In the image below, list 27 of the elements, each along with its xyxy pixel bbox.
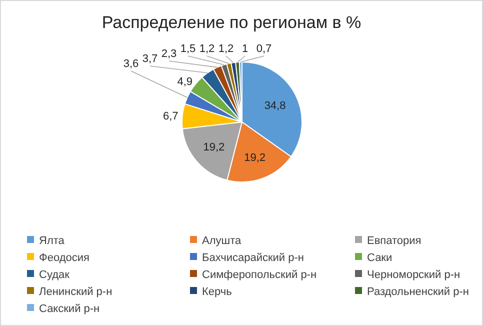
- data-label: 2,3: [161, 48, 177, 60]
- data-label: 6,7: [163, 110, 178, 123]
- data-label: 0,7: [256, 43, 272, 55]
- legend-label: Судак: [39, 268, 70, 281]
- data-label: 1,5: [180, 43, 196, 55]
- data-label: 1,2: [199, 43, 215, 55]
- legend-label: Ленинский р-н: [39, 286, 112, 298]
- legend-label: Сакский р-н: [39, 302, 100, 315]
- legend-label: Алушта: [202, 234, 242, 247]
- data-label: 3,6: [123, 58, 139, 70]
- legend-label: Бахчисарайский р-н: [202, 252, 304, 264]
- legend-label: Саки: [367, 252, 392, 264]
- legend-label: Раздольненский р-н: [367, 286, 469, 298]
- data-label: 19,2: [244, 152, 266, 164]
- data-label: 1,2: [218, 43, 234, 55]
- chart-title: Распределение по регионам в %: [102, 13, 362, 32]
- data-label: 3,7: [142, 53, 158, 65]
- legend-label: Евпатория: [367, 234, 422, 247]
- data-label: 19,2: [203, 141, 225, 154]
- data-label: 1: [242, 43, 248, 55]
- legend-label: Черноморский р-н: [367, 268, 460, 281]
- legend-label: Ялта: [39, 234, 66, 247]
- data-label: 4,9: [177, 76, 193, 88]
- legend-label: Керчь: [202, 286, 232, 298]
- legend-label: Феодосия: [39, 252, 90, 264]
- data-label: 34,8: [264, 100, 286, 112]
- legend-label: Симферопольский р-н: [202, 268, 317, 281]
